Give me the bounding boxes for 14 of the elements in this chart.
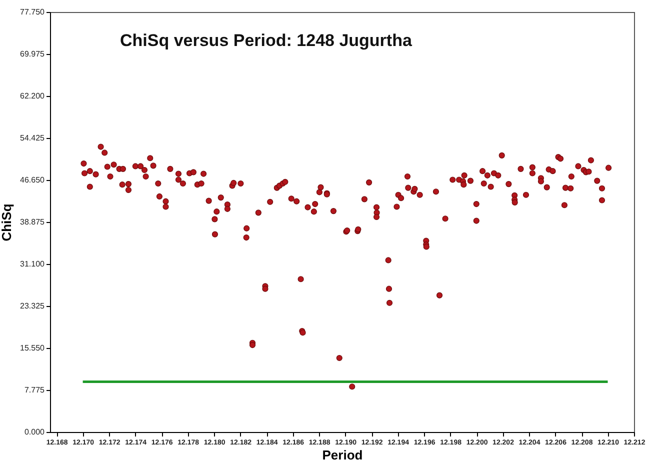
y-tick-label: 54.425: [20, 134, 46, 142]
y-tick-label: 23.325: [20, 302, 46, 310]
y-tick-label: 0.000: [24, 428, 46, 436]
text: ChiSq versus Period: 1248 Jugurtha: [120, 31, 412, 50]
y-tick-label: 62.200: [20, 92, 46, 100]
y-tick-label: 31.100: [20, 260, 46, 268]
y-tick-label: 46.650: [20, 176, 46, 184]
y-axis-title: ChiSq: [0, 204, 14, 242]
y-tick-label: 77.750: [20, 8, 46, 16]
y-tick-label: 15.550: [20, 344, 46, 352]
y-tick-label: 38.875: [20, 218, 46, 226]
y-tick-label: 69.975: [20, 50, 46, 58]
x-axis-title: Period: [322, 448, 363, 462]
y-tick-label: 7.775: [24, 386, 46, 394]
